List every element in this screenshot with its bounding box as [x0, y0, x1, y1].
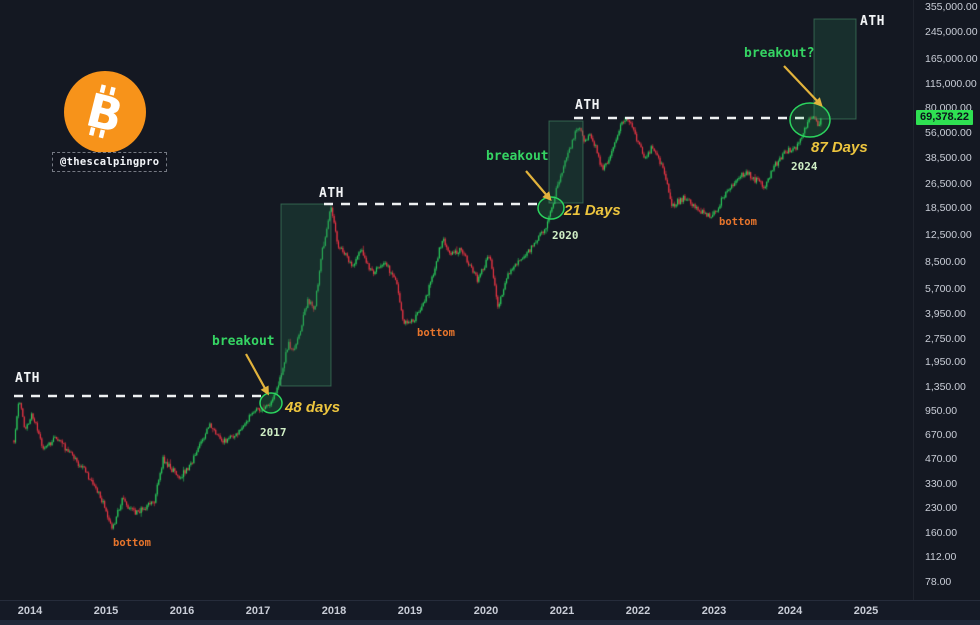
ath-label-2021[interactable]: ATH [575, 98, 600, 113]
year-tick-label: 2021 [549, 605, 575, 617]
year-tick-label: 2014 [17, 605, 43, 617]
price-tick-label: 1,950.00 [925, 356, 966, 369]
channel-handle-label: @thescalpingpro [52, 152, 168, 172]
price-tick-label: 12,500.00 [925, 229, 972, 242]
breakout-arrow-2020-head[interactable] [542, 191, 552, 202]
price-tick-label: 3,950.00 [925, 307, 966, 320]
price-scale-axis[interactable]: 355,000.00 245,000.00 165,000.00 115,000.00… [913, 0, 980, 600]
price-tick-label: 112.00 [925, 551, 957, 564]
year-tick-label: 2015 [93, 605, 119, 617]
year-note-2024[interactable]: 2024 [791, 160, 818, 173]
price-tick-label: 245,000.00 [925, 25, 978, 38]
price-tick-label: 355,000.00 [925, 0, 978, 13]
year-tick-label: 2020 [473, 605, 499, 617]
price-tick-label: 670.00 [925, 429, 958, 442]
price-tick-label: 1,350.00 [925, 381, 966, 394]
breakout-arrow-2017[interactable] [245, 353, 268, 393]
ath-label-2013[interactable]: ATH [15, 371, 40, 386]
price-tick-label: 950.00 [925, 405, 958, 418]
ath-label-next[interactable]: ATH [860, 14, 885, 29]
breakout-label-2020[interactable]: breakout [486, 149, 549, 164]
breakout-circle-2017[interactable] [259, 392, 283, 414]
year-note-2017[interactable]: 2017 [260, 426, 287, 439]
price-tick-label: 115,000.00 [925, 77, 977, 90]
days-label-2017[interactable]: 48 days [285, 399, 341, 416]
year-tick-label: 2018 [321, 605, 347, 617]
price-tick-label: 470.00 [925, 453, 958, 466]
price-tick-label: 56,000.00 [925, 126, 972, 139]
year-tick-label: 2019 [397, 605, 423, 617]
year-tick-label: 2016 [169, 605, 195, 617]
breakout-arrow-2020[interactable] [525, 170, 550, 199]
last-price-label: 69,378.22 [916, 110, 973, 125]
price-tick-label: 2,750.00 [925, 332, 966, 345]
breakout-box-2017[interactable] [280, 203, 332, 387]
breakout-circle-2024[interactable] [789, 102, 831, 138]
bitcoin-logo-icon: B [64, 71, 146, 153]
year-tick-label: 2017 [245, 605, 271, 617]
time-scale-axis[interactable]: 2014 2015 2016 2017 2018 2019 2020 2021 2022 2023… [0, 600, 980, 621]
price-tick-label: 8,500.00 [925, 255, 966, 268]
price-tick-label: 26,500.00 [925, 177, 972, 190]
bottom-label-2015[interactable]: bottom [113, 537, 151, 549]
breakout-arrow-2024-head[interactable] [813, 97, 823, 107]
ath-label-2017[interactable]: ATH [319, 186, 344, 201]
timeline-bottom-bar [0, 620, 980, 625]
price-tick-label: 38,500.00 [925, 152, 972, 165]
bottom-label-2018[interactable]: bottom [417, 327, 455, 339]
breakout-circle-2020[interactable] [537, 196, 565, 220]
price-tick-label: 78.00 [925, 576, 952, 589]
breakout-box-2020[interactable] [548, 120, 584, 204]
price-tick-label: 330.00 [925, 477, 958, 490]
price-tick-label: 5,700.00 [925, 282, 966, 295]
year-tick-label: 2024 [777, 605, 803, 617]
breakout-arrow-2017-head[interactable] [260, 385, 269, 396]
year-tick-label: 2022 [625, 605, 651, 617]
year-tick-label: 2025 [853, 605, 879, 617]
price-tick-label: 160.00 [925, 526, 958, 539]
price-tick-label: 18,500.00 [925, 202, 972, 215]
days-label-2020[interactable]: 21 Days [564, 202, 621, 219]
breakout-arrow-2024[interactable] [783, 65, 821, 105]
breakout-label-2017[interactable]: breakout [212, 334, 275, 349]
price-tick-label: 165,000.00 [925, 52, 978, 65]
bottom-label-2022[interactable]: bottom [719, 216, 757, 228]
price-tick-label: 230.00 [925, 502, 958, 515]
breakout-label-2024[interactable]: breakout? [744, 46, 815, 61]
year-tick-label: 2023 [701, 605, 727, 617]
days-label-2024[interactable]: 87 Days [811, 139, 868, 156]
year-note-2020[interactable]: 2020 [552, 229, 579, 242]
